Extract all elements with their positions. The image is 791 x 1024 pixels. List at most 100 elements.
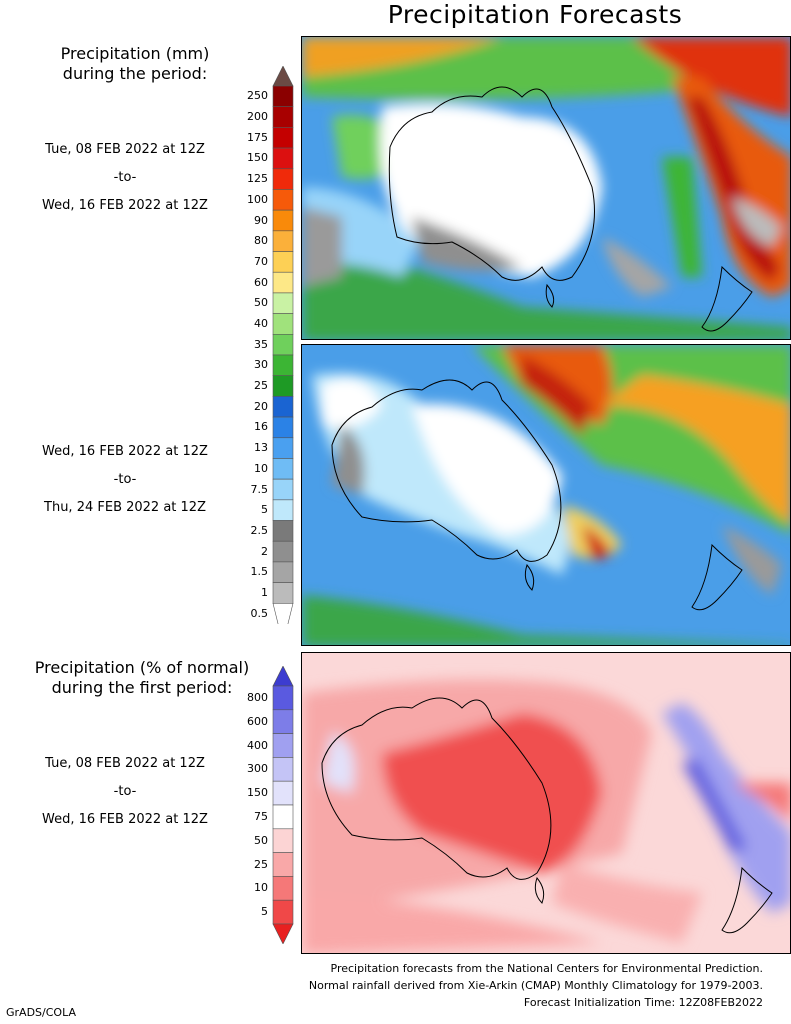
pct-heading: Precipitation (% of normal) during the f… bbox=[8, 658, 276, 698]
period3-to: -to- bbox=[113, 784, 137, 799]
colorbar-swatch bbox=[272, 106, 294, 128]
colorbar-swatch bbox=[272, 189, 294, 211]
colorbar-tick-label: 250 bbox=[247, 89, 268, 103]
colorbar-tick-label: 150 bbox=[247, 151, 268, 165]
period3-start: Tue, 08 FEB 2022 at 12Z bbox=[45, 756, 205, 771]
colorbar-bottom-arrow bbox=[272, 603, 294, 645]
colorbar-tick-label: 400 bbox=[247, 738, 268, 752]
colorbar-tick-label: 13 bbox=[254, 441, 268, 455]
colorbar-tick-label: 5 bbox=[261, 905, 268, 919]
colorbar-tick-label: 1.5 bbox=[250, 565, 269, 579]
pct-normal-colorbar bbox=[272, 665, 294, 945]
colorbar-tick-label: 50 bbox=[254, 296, 268, 310]
precip-heading: Precipitation (mm) during the period: bbox=[30, 44, 240, 84]
colorbar-swatch bbox=[272, 499, 294, 521]
colorbar-tick-label: 10 bbox=[254, 881, 268, 895]
period2-end: Thu, 24 FEB 2022 at 12Z bbox=[44, 500, 206, 515]
footer-line1: Precipitation forecasts from the Nationa… bbox=[330, 962, 764, 975]
colorbar-tick-label: 200 bbox=[247, 110, 268, 124]
colorbar-swatch bbox=[272, 852, 294, 877]
colorbar-top-arrow bbox=[272, 65, 294, 87]
pct-heading-line1: Precipitation (% of normal) bbox=[34, 658, 250, 677]
period1-to: -to- bbox=[113, 170, 137, 185]
colorbar-swatch bbox=[272, 757, 294, 782]
colorbar-swatch bbox=[272, 561, 294, 583]
footer-notes: Precipitation forecasts from the Nationa… bbox=[203, 960, 763, 1011]
precip-mm-colorbar bbox=[272, 65, 294, 645]
colorbar-swatch bbox=[272, 396, 294, 418]
colorbar-tick-label: 300 bbox=[247, 762, 268, 776]
colorbar-swatch bbox=[272, 582, 294, 604]
pct-normal-colorbar-graphic bbox=[272, 665, 294, 945]
colorbar-swatch bbox=[272, 828, 294, 853]
colorbar-swatch bbox=[272, 375, 294, 397]
colorbar-swatch bbox=[272, 437, 294, 459]
colorbar-tick-label: 75 bbox=[254, 809, 268, 823]
precip-map-period1 bbox=[301, 36, 791, 340]
colorbar-tick-label: 600 bbox=[247, 714, 268, 728]
pct-normal-map-graphic bbox=[302, 653, 790, 953]
colorbar-swatch bbox=[272, 780, 294, 806]
colorbar-swatch bbox=[272, 876, 294, 901]
colorbar-tick-label: 7.5 bbox=[250, 482, 269, 496]
colorbar-swatch bbox=[272, 147, 294, 170]
colorbar-swatch bbox=[272, 540, 294, 563]
colorbar-tick-label: 35 bbox=[254, 337, 268, 351]
colorbar-swatch bbox=[272, 271, 294, 294]
colorbar-swatch bbox=[272, 313, 294, 335]
period1-end: Wed, 16 FEB 2022 at 12Z bbox=[42, 198, 208, 213]
precip-mm-colorbar-graphic bbox=[272, 65, 294, 645]
footer-line2: Normal rainfall derived from Xie-Arkin (… bbox=[308, 979, 763, 992]
colorbar-swatch bbox=[272, 709, 294, 734]
colorbar-tick-label: 40 bbox=[254, 316, 268, 330]
precip-map-period2-graphic bbox=[302, 345, 790, 645]
grads-credit: GrADS/COLA bbox=[6, 1006, 76, 1019]
colorbar-tick-label: 800 bbox=[247, 690, 268, 704]
precip-heading-line1: Precipitation (mm) bbox=[60, 44, 210, 63]
pct-heading-line2: during the first period: bbox=[51, 678, 233, 697]
period2-to: -to- bbox=[113, 472, 137, 487]
colorbar-tick-label: 70 bbox=[254, 254, 268, 268]
period3-end: Wed, 16 FEB 2022 at 12Z bbox=[42, 812, 208, 827]
colorbar-swatch bbox=[272, 292, 294, 314]
colorbar-swatch bbox=[272, 334, 294, 356]
colorbar-tick-label: 125 bbox=[247, 172, 268, 186]
precip-map-period2 bbox=[301, 344, 791, 646]
colorbar-tick-label: 2 bbox=[261, 544, 268, 558]
page-title: Precipitation Forecasts bbox=[387, 0, 683, 29]
colorbar-swatch bbox=[272, 458, 294, 480]
colorbar-swatch bbox=[272, 127, 294, 149]
colorbar-tick-label: 100 bbox=[247, 192, 268, 206]
colorbar-tick-label: 175 bbox=[247, 130, 268, 144]
colorbar-tick-label: 25 bbox=[254, 857, 268, 871]
colorbar-tick-label: 50 bbox=[254, 833, 268, 847]
colorbar-tick-label: 60 bbox=[254, 275, 268, 289]
colorbar-top-arrow bbox=[272, 665, 294, 687]
colorbar-tick-label: 1 bbox=[261, 585, 268, 599]
colorbar-swatch bbox=[272, 168, 294, 190]
colorbar-swatch bbox=[272, 354, 294, 376]
colorbar-tick-label: 20 bbox=[254, 399, 268, 413]
colorbar-swatch bbox=[272, 209, 294, 232]
footer-line3: Forecast Initialization Time: 12Z08FEB20… bbox=[523, 996, 763, 1009]
colorbar-tick-label: 25 bbox=[254, 379, 268, 393]
colorbar-tick-label: 2.5 bbox=[250, 523, 269, 537]
colorbar-tick-label: 10 bbox=[254, 461, 268, 475]
colorbar-swatch bbox=[272, 899, 294, 925]
colorbar-tick-label: 0.5 bbox=[250, 606, 269, 620]
colorbar-tick-label: 5 bbox=[261, 503, 268, 517]
pct-normal-map bbox=[301, 652, 791, 954]
colorbar-tick-label: 16 bbox=[254, 420, 268, 434]
precip-map-period1-graphic bbox=[302, 37, 790, 339]
colorbar-swatch bbox=[272, 520, 294, 542]
colorbar-tick-label: 90 bbox=[254, 213, 268, 227]
colorbar-swatch bbox=[272, 230, 294, 252]
colorbar-tick-label: 150 bbox=[247, 786, 268, 800]
colorbar-swatch bbox=[272, 733, 294, 758]
colorbar-tick-label: 30 bbox=[254, 358, 268, 372]
precip-heading-line2: during the period: bbox=[62, 64, 208, 83]
colorbar-swatch bbox=[272, 251, 294, 273]
period2-start: Wed, 16 FEB 2022 at 12Z bbox=[42, 444, 208, 459]
colorbar-swatch bbox=[272, 804, 294, 830]
period1-start: Tue, 08 FEB 2022 at 12Z bbox=[45, 142, 205, 157]
